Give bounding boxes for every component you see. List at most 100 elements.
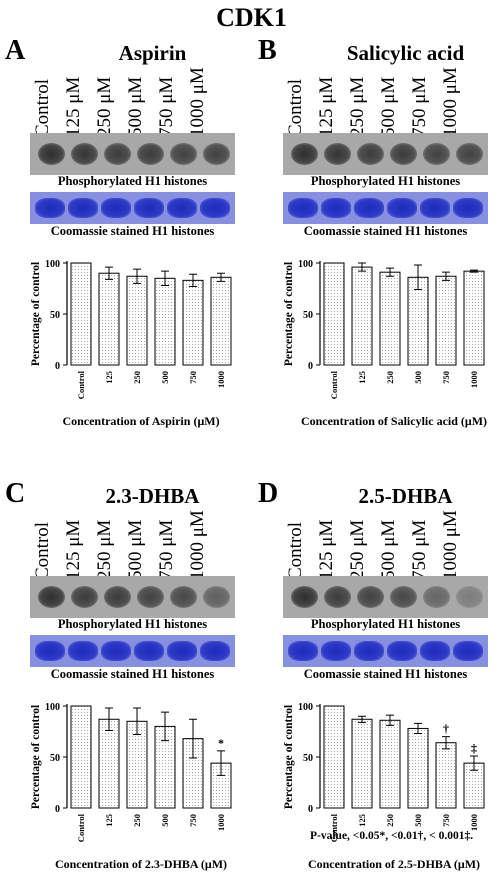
gel-caption: Coomassie stained H1 histones bbox=[50, 667, 215, 681]
y-tick-label: 100 bbox=[45, 702, 60, 713]
error-bar bbox=[470, 755, 478, 771]
bar bbox=[407, 276, 429, 366]
panel-b: B Salicylic acid Control 125 μM 250 μM 500 μM… bbox=[258, 35, 498, 445]
y-axis-label: Percentage of control bbox=[30, 705, 42, 809]
x-axis-label: Concentration of Salicylic acid (μM) bbox=[301, 414, 487, 428]
blot-band bbox=[423, 143, 450, 165]
blot-band bbox=[203, 143, 230, 165]
x-tick-label: 250 bbox=[385, 814, 395, 827]
error-bar bbox=[189, 718, 197, 759]
panel-title: Aspirin bbox=[118, 41, 187, 65]
x-tick-label: 750 bbox=[441, 814, 451, 827]
blot-band bbox=[291, 143, 318, 165]
gel-band bbox=[101, 198, 131, 218]
error-bar bbox=[161, 270, 169, 286]
panel-a: A Aspirin Control 125 μM 250 μM 500 μM 750 μM 1… bbox=[5, 35, 245, 445]
blot-band bbox=[104, 586, 131, 608]
x-tick-label: 500 bbox=[160, 814, 170, 827]
error-bar bbox=[105, 707, 113, 731]
gel-band bbox=[387, 641, 417, 661]
gel-caption: Coomassie stained H1 histones bbox=[303, 224, 468, 238]
significance-marker: * bbox=[218, 736, 224, 750]
y-tick-label: 50 bbox=[50, 310, 60, 321]
x-tick-label: Control bbox=[329, 370, 339, 399]
blot-caption: Phosphorylated H1 histones bbox=[310, 617, 461, 631]
coomassie-gel-image bbox=[283, 192, 488, 224]
bar bbox=[210, 276, 232, 366]
lane-label: 500 μM bbox=[378, 76, 399, 137]
lane-label: Control bbox=[32, 78, 53, 137]
blot-band bbox=[390, 143, 417, 165]
coomassie-gel-image bbox=[30, 192, 235, 224]
lane-label: 750 μM bbox=[409, 76, 430, 137]
bar bbox=[435, 742, 457, 809]
blot-band bbox=[137, 143, 164, 165]
gel-band bbox=[68, 641, 98, 661]
lane-label: 1000 μM bbox=[187, 510, 208, 580]
x-tick-label: 250 bbox=[385, 371, 395, 384]
error-bar bbox=[189, 273, 197, 287]
gel-band bbox=[420, 198, 450, 218]
error-bar bbox=[358, 262, 366, 272]
lane-label: Control bbox=[285, 78, 306, 137]
lane-label: 500 μM bbox=[125, 76, 146, 137]
gel-band bbox=[167, 641, 197, 661]
x-axis-label: Concentration of 2.5-DHBA (μM) bbox=[308, 857, 480, 871]
y-tick-label: 0 bbox=[55, 804, 60, 815]
gel-band bbox=[420, 641, 450, 661]
blot-band bbox=[137, 586, 164, 608]
error-bar bbox=[442, 271, 450, 281]
error-bar bbox=[161, 711, 169, 742]
y-tick-label: 0 bbox=[55, 361, 60, 372]
phospho-blot-image bbox=[283, 133, 488, 175]
y-tick-label: 50 bbox=[303, 753, 313, 764]
lane-label: 125 μM bbox=[316, 76, 337, 137]
phospho-blot-image bbox=[30, 576, 235, 618]
x-tick-label: Control bbox=[76, 370, 86, 399]
bar bbox=[126, 275, 148, 366]
blot-band bbox=[71, 586, 98, 608]
lane-label: 500 μM bbox=[125, 519, 146, 580]
x-tick-label: 1000 bbox=[469, 814, 479, 831]
x-tick-label: Control bbox=[329, 813, 339, 842]
panel-letter: C bbox=[5, 478, 26, 509]
gel-band bbox=[288, 198, 318, 218]
blot-band bbox=[357, 143, 384, 165]
gel-band bbox=[453, 198, 483, 218]
x-tick-label: 1000 bbox=[469, 371, 479, 388]
y-tick-label: 100 bbox=[45, 259, 60, 270]
lane-label: 250 μM bbox=[94, 76, 115, 137]
significance-marker: † bbox=[443, 722, 449, 736]
x-tick-label: 125 bbox=[104, 814, 114, 827]
significance-marker: ‡ bbox=[471, 741, 477, 755]
lane-label: 125 μM bbox=[63, 76, 84, 137]
bar bbox=[379, 719, 401, 809]
coomassie-gel-image bbox=[283, 635, 488, 667]
error-bar bbox=[442, 736, 450, 750]
gel-band bbox=[453, 641, 483, 661]
blot-caption: Phosphorylated H1 histones bbox=[57, 617, 208, 631]
blot-band bbox=[170, 143, 197, 165]
y-tick-label: 100 bbox=[298, 702, 313, 713]
blot-band bbox=[390, 586, 417, 608]
blot-band bbox=[38, 143, 65, 165]
error-bar bbox=[386, 267, 394, 277]
bar bbox=[70, 705, 92, 809]
error-bar bbox=[217, 750, 225, 776]
y-axis-label: Percentage of control bbox=[283, 262, 295, 366]
panel-d: D 2.5-DHBA Control 125 μM 250 μM 500 μM 750 μM… bbox=[258, 478, 498, 888]
error-bar bbox=[414, 264, 422, 291]
y-tick-label: 0 bbox=[308, 804, 313, 815]
gel-band bbox=[35, 641, 65, 661]
gel-band bbox=[101, 641, 131, 661]
x-tick-label: Control bbox=[76, 813, 86, 842]
x-tick-label: 500 bbox=[413, 814, 423, 827]
bar bbox=[351, 718, 373, 809]
blot-band bbox=[324, 143, 351, 165]
lane-label: 1000 μM bbox=[187, 67, 208, 137]
lane-label: 125 μM bbox=[63, 519, 84, 580]
x-tick-label: 750 bbox=[441, 371, 451, 384]
gel-band bbox=[387, 198, 417, 218]
blot-band bbox=[456, 586, 483, 608]
